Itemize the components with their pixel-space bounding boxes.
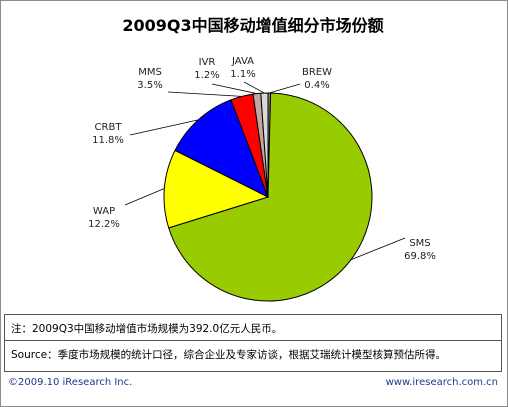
slice-label-mms: MMS [138,67,162,78]
slice-value-java: 1.1% [230,69,255,80]
slice-value-ivr: 1.2% [194,70,219,81]
source-note: Source：季度市场规模的统计口径，综合企业及专家访谈，根据艾瑞统计模型核算预… [11,349,447,361]
pie-slice-java [260,92,269,198]
slice-value-mms: 3.5% [137,80,162,91]
slice-label-crbt: CRBT [95,122,123,133]
website-link[interactable]: www.iresearch.com.cn [385,377,498,388]
slice-value-wap: 12.2% [88,219,120,230]
slice-label-brew: BREW [302,67,332,78]
leader-line-sms [350,237,406,261]
pie-slice-sms [168,92,373,302]
leader-line-wap [124,188,165,206]
notes-box: 注：2009Q3中国移动增值市场规模为392.0亿元人民币。 Source：季度… [4,314,502,372]
pie-chart: BREW 0.4% SMS 69.8% WAP 12.2% CRBT 11.8% MMS 3.5%… [88,56,436,302]
market-size-note: 注：2009Q3中国移动增值市场规模为392.0亿元人民币。 [11,323,283,335]
leader-line-mms [167,91,242,97]
leader-line-ivr [211,83,257,94]
slice-value-brew: 0.4% [304,80,329,91]
leader-line-java [243,81,265,94]
slice-value-sms: 69.8% [404,251,436,262]
slice-label-java: JAVA [231,56,254,67]
slice-label-sms: SMS [409,238,430,249]
slice-value-crbt: 11.8% [92,135,124,146]
leader-line-crbt [129,119,199,136]
divider [5,340,501,341]
chart-title: 2009Q3中国移动增值细分市场份额 [122,16,384,35]
leader-line-brew [269,83,301,94]
copyright-text: ©2009.10 iResearch Inc. [8,377,133,388]
slice-label-ivr: IVR [199,57,216,68]
slice-label-wap: WAP [93,206,115,217]
